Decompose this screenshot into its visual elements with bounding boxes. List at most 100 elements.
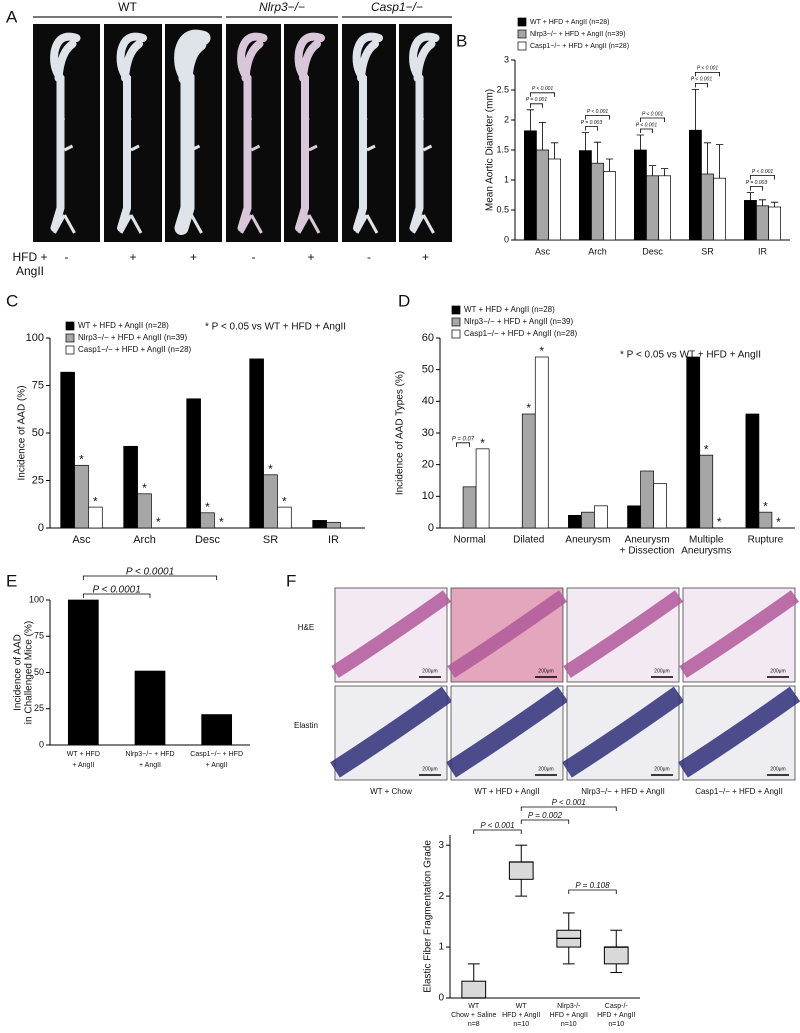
error-bar (636, 134, 645, 150)
column-label: WT + Chow (370, 787, 412, 796)
y-axis-label: Incidence of AAD (13, 634, 24, 711)
aorta-branch (240, 115, 263, 234)
bar (88, 506, 103, 529)
x-tick-label: Arch (133, 534, 156, 546)
tissue (330, 686, 453, 778)
bar (523, 130, 537, 241)
bracket (695, 83, 708, 88)
significance: * (219, 515, 224, 529)
y-tick-label: 75 (34, 631, 44, 641)
error-bar (770, 201, 779, 207)
group-label: WT (118, 0, 137, 14)
p-value: P = 0.07 (452, 436, 475, 442)
box (508, 861, 534, 880)
significance: * (142, 481, 147, 495)
significance: * (717, 515, 722, 529)
y-axis-label: Mean Aortic Diameter (mm) (485, 89, 496, 211)
y-tick-label: 25 (34, 703, 44, 713)
p-value: P < 0.001 (697, 66, 719, 72)
p-value: P = 0.002 (528, 811, 563, 820)
bar (581, 511, 595, 529)
bracket (82, 575, 218, 580)
p-value: P < 0.001 (752, 169, 774, 175)
bar (123, 445, 138, 529)
significance: * (205, 500, 210, 514)
bar (462, 486, 477, 529)
aorta-branch (297, 115, 321, 234)
x-tick-label: n=10 (561, 1021, 577, 1028)
x-tick-label: SR (263, 534, 278, 546)
bracket (585, 126, 598, 131)
legend-label: Casp1−/− + HFD + AngII (n=28) (78, 345, 192, 354)
p-value: P < 0.001 (532, 86, 554, 92)
box (461, 980, 487, 999)
y-tick-label: 3 (504, 54, 509, 64)
bracket (473, 829, 522, 834)
y-axis-label: Incidence of AAD Types (%) (395, 371, 406, 495)
x-tick-label: Asc (72, 534, 91, 546)
x-tick-label: Casp1−/− + HFD (190, 751, 243, 758)
legend-label: Nlrp3−/− + HFD + AngII (n=39) (530, 31, 626, 38)
scale-label: 200μm (422, 668, 437, 674)
p-value: P < 0.001 (636, 122, 658, 128)
aorta (237, 32, 268, 232)
x-tick-label: IR (328, 534, 339, 546)
aorta (116, 32, 147, 232)
treatment: - (252, 250, 256, 264)
bracket (530, 92, 555, 97)
row-label: H&E (298, 623, 314, 632)
y-tick-label: 0 (428, 522, 434, 534)
bar (699, 454, 714, 529)
legend-swatch (517, 17, 527, 27)
legend-swatch (65, 321, 75, 331)
y-axis-label: Elastic Fiber Fragmentation Grade (423, 840, 434, 993)
photo (399, 24, 452, 242)
p-value: P = 0.001 (526, 97, 548, 103)
bracket (520, 819, 570, 824)
error-bar (526, 109, 535, 131)
tissue (563, 590, 684, 678)
panel-label: A (6, 7, 18, 26)
treatment: + (307, 250, 314, 264)
photo (226, 24, 281, 242)
x-tick-label: Dilated (513, 535, 544, 546)
error-bar (550, 142, 559, 159)
bar (627, 505, 641, 529)
error-bar (593, 141, 602, 164)
x-tick-label: Aneurysms (681, 546, 731, 557)
x-tick-label: Desc (195, 534, 221, 546)
bracket (750, 186, 763, 191)
treatment: + (129, 250, 136, 264)
bracket (530, 103, 543, 108)
group-label: Casp1−/− (371, 0, 423, 14)
scale-label: 200μm (770, 668, 785, 674)
x-tick-label: Chow + Saline (451, 1012, 496, 1019)
significance: * (539, 344, 544, 358)
panel-label: F (286, 571, 296, 590)
y-tick-label: 40 (422, 395, 434, 407)
legend-swatch (65, 333, 75, 343)
significance: * (480, 436, 485, 450)
bar (758, 511, 773, 529)
photo (342, 24, 396, 242)
y-tick-label: 0.5 (496, 204, 509, 214)
bracket (585, 115, 610, 120)
bar (67, 599, 99, 746)
treatment: + (190, 250, 197, 264)
bar (578, 150, 592, 241)
significance: * (156, 515, 161, 529)
x-tick-label: + Dissection (620, 546, 675, 557)
scale-label: 200μm (654, 766, 669, 772)
bar (60, 371, 75, 529)
p-value: P < 0.001 (552, 798, 586, 807)
significance: * (776, 515, 781, 529)
tissue (447, 590, 568, 678)
treatment: - (65, 250, 69, 264)
bar (713, 177, 726, 241)
bar (534, 356, 549, 529)
significance: * (526, 401, 531, 415)
bracket (520, 806, 617, 811)
legend-label: WT + HFD + AngII (n=28) (530, 19, 609, 26)
error-bar (703, 142, 712, 174)
